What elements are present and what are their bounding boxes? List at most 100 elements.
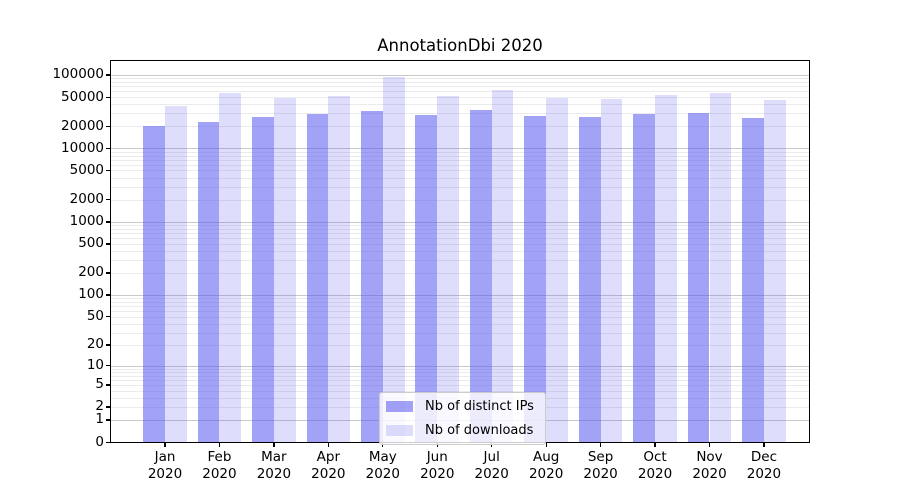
legend-item-distinct-ips: Nb of distinct IPs — [386, 399, 534, 414]
bar-downloads-aug — [546, 97, 568, 442]
gridline-minor — [111, 390, 809, 392]
bar-distinct-ips-feb — [197, 122, 220, 442]
gridline-major — [111, 148, 809, 150]
x-tick — [600, 443, 602, 447]
gridline-minor — [111, 186, 809, 188]
y-tick — [106, 384, 110, 386]
x-tick-label: Dec 2020 — [746, 449, 782, 482]
bar-distinct-ips-nov — [687, 112, 710, 442]
bar-distinct-ips-aug — [524, 115, 547, 442]
y-tick — [106, 74, 110, 76]
x-tick — [708, 443, 711, 447]
gridline-minor — [111, 310, 809, 312]
y-tick — [106, 221, 110, 223]
y-tick-label: 50 — [86, 308, 104, 325]
y-tick — [106, 419, 110, 421]
gridline-minor — [111, 159, 809, 161]
gridline-minor — [111, 301, 809, 303]
legend-item-downloads: Nb of downloads — [386, 423, 534, 438]
x-tick-label: Jun 2020 — [420, 449, 455, 482]
bar-downloads-jan — [165, 105, 187, 442]
x-tick — [273, 443, 275, 447]
gridline-minor — [111, 323, 809, 325]
gridline-major — [111, 294, 809, 296]
y-tick — [106, 147, 110, 150]
gridline-minor — [111, 126, 809, 128]
x-tick-label: Oct 2020 — [637, 449, 673, 482]
bar-distinct-ips-apr — [306, 113, 329, 442]
y-tick — [106, 272, 110, 274]
gridline-minor — [111, 260, 809, 262]
gridline-minor — [111, 91, 809, 93]
gridline-minor — [111, 375, 809, 377]
bar-distinct-ips-oct — [633, 113, 656, 442]
x-tick — [763, 443, 765, 447]
gridline-minor — [111, 177, 809, 179]
gridline-minor — [111, 368, 809, 370]
y-tick — [106, 441, 110, 443]
bar-downloads-sep — [600, 98, 623, 442]
gridline-minor — [111, 170, 809, 172]
y-tick — [106, 294, 110, 296]
legend: Nb of distinct IPs Nb of downloads — [379, 392, 546, 445]
gridline-minor — [111, 298, 809, 300]
gridline-minor — [111, 199, 809, 201]
gridline-minor — [111, 151, 809, 153]
x-tick — [545, 443, 547, 447]
x-tick-label: Nov 2020 — [692, 449, 727, 482]
y-tick-label: 500 — [78, 235, 104, 252]
gridline-major — [111, 74, 809, 76]
x-tick — [382, 443, 384, 447]
gridline-minor — [111, 306, 809, 308]
y-tick — [106, 316, 110, 318]
x-tick-label: Aug 2020 — [528, 449, 564, 482]
x-tick — [164, 443, 166, 447]
gridline-minor — [111, 113, 809, 115]
y-tick — [106, 365, 110, 367]
y-tick-label: 20000 — [61, 117, 104, 134]
x-tick — [654, 443, 656, 447]
y-tick-label: 1 — [95, 411, 104, 428]
x-tick — [218, 443, 221, 447]
bar-downloads-jun — [437, 95, 460, 442]
x-tick-label: Jul 2020 — [474, 449, 509, 482]
legend-label-distinct-ips: Nb of distinct IPs — [425, 399, 534, 414]
legend-label-downloads: Nb of downloads — [425, 423, 534, 438]
plot-area — [110, 60, 810, 443]
y-tick-label: 5000 — [69, 161, 104, 178]
x-tick-label: Sep 2020 — [583, 449, 618, 482]
y-tick — [106, 344, 110, 346]
bar-distinct-ips-dec — [742, 118, 764, 442]
gridline-minor — [111, 228, 809, 230]
gridline-minor — [111, 371, 809, 373]
gridline-major — [111, 221, 809, 223]
bar-downloads-mar — [273, 97, 296, 442]
y-tick-label: 100 — [78, 286, 104, 303]
gridline-minor — [111, 104, 809, 106]
bar-downloads-feb — [219, 92, 242, 442]
gridline-minor — [111, 250, 809, 252]
bar-distinct-ips-jul — [469, 109, 492, 442]
y-tick — [106, 199, 110, 201]
y-tick-label: 1000 — [69, 213, 104, 230]
gridline-minor — [111, 379, 809, 381]
y-tick-label: 5 — [95, 376, 104, 393]
gridline-minor — [111, 155, 809, 157]
chart-title: AnnotationDbi 2020 — [377, 36, 543, 55]
gridline-minor — [111, 233, 809, 235]
x-tick-label: Mar 2020 — [256, 449, 292, 482]
bar-downloads-oct — [655, 94, 677, 442]
gridline-minor — [111, 225, 809, 227]
y-tick-label: 2 — [95, 398, 104, 415]
x-tick-label: May 2020 — [365, 449, 400, 482]
bar-downloads-nov — [709, 92, 732, 442]
bar-distinct-ips-may — [361, 110, 383, 442]
bar-downloads-apr — [328, 95, 351, 442]
gridline-minor — [111, 238, 809, 240]
y-tick-label: 200 — [78, 264, 104, 281]
y-tick-label: 100000 — [52, 66, 104, 83]
x-tick-label: Apr 2020 — [311, 449, 346, 482]
bar-downloads-jul — [491, 89, 514, 442]
legend-swatch-distinct-ips — [386, 401, 413, 412]
